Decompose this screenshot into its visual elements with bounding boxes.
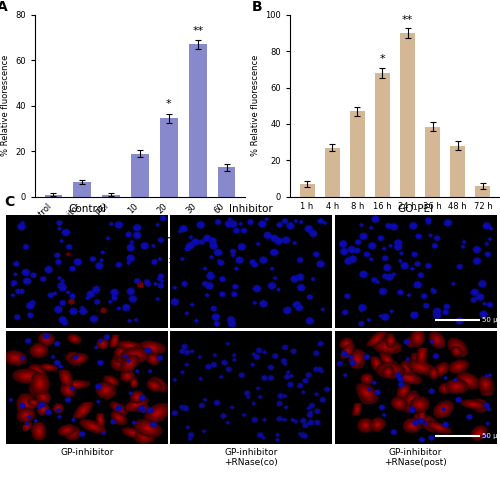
Text: 50 μm: 50 μm [482,433,500,439]
Bar [375,73,390,197]
Bar [400,33,415,197]
Y-axis label: % Relative fluorescence: % Relative fluorescence [250,55,260,156]
Bar [132,154,148,197]
Bar [324,148,340,197]
Title: Control: Control [68,205,106,215]
Text: C: C [4,195,14,209]
Bar [102,194,120,197]
Bar [350,111,365,197]
Bar [476,186,490,197]
Text: 50 μm: 50 μm [482,317,500,323]
Text: B: B [252,0,263,14]
Title: GO-PEI: GO-PEI [398,205,434,215]
Text: GP-inhibitor
+RNase(post): GP-inhibitor +RNase(post) [384,448,447,467]
Title: Inhibitor: Inhibitor [230,205,273,215]
Bar [189,44,206,197]
Bar [218,167,236,197]
Text: GO-PEI:inhibitor (N/P): GO-PEI:inhibitor (N/P) [142,256,224,265]
Text: A: A [0,0,8,14]
Bar [450,146,466,197]
Text: GP-inhibitor: GP-inhibitor [60,448,114,457]
Bar [300,184,314,197]
Text: *: * [380,54,386,64]
Text: **: ** [402,15,413,25]
Bar [74,182,91,197]
Text: **: ** [192,27,203,36]
Bar [160,118,178,197]
Bar [425,127,440,197]
Y-axis label: % Relative fluorescence: % Relative fluorescence [1,55,10,156]
Text: *: * [166,99,172,109]
Bar [44,194,62,197]
Text: GP-inhibitor
+RNase(co): GP-inhibitor +RNase(co) [224,448,278,467]
